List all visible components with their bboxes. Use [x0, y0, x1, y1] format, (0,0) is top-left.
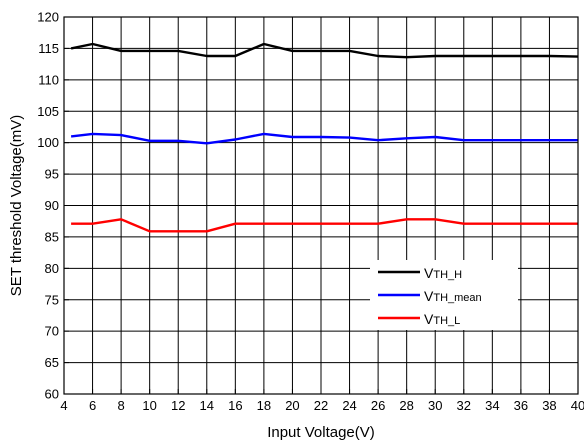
- x-tick-label: 26: [371, 398, 385, 413]
- x-tick-label: 4: [60, 398, 67, 413]
- grid: [64, 17, 578, 394]
- y-tick-label: 100: [37, 135, 59, 150]
- x-tick-label: 30: [428, 398, 442, 413]
- x-tick-label: 20: [285, 398, 299, 413]
- legend-entry: VTH_H: [424, 265, 462, 281]
- axis-ticks: 4 6 8 10 12 14 16 18 20 22 24 26 28 30 32 34 36 38 40 60 65 7…: [37, 10, 584, 414]
- x-axis-label: Input Voltage(V): [267, 424, 375, 441]
- y-tick-label: 90: [45, 198, 59, 213]
- x-tick-label: 22: [314, 398, 328, 413]
- y-tick-label: 95: [45, 167, 59, 182]
- y-tick-label: 110: [38, 72, 59, 87]
- y-tick-label: 80: [45, 261, 59, 276]
- x-tick-label: 16: [228, 398, 242, 413]
- series-line-th-mean: [70, 132, 578, 145]
- x-tick-label: 6: [89, 398, 96, 413]
- series-line-th-l: [71, 218, 578, 233]
- y-tick-label: 60: [45, 387, 59, 402]
- x-tick-label: 28: [399, 398, 413, 413]
- x-tick-label: 36: [514, 398, 528, 413]
- x-tick-label: 24: [342, 398, 356, 413]
- y-tick-label: 120: [37, 10, 59, 25]
- y-tick-label: 75: [45, 292, 59, 307]
- y-tick-label: 65: [45, 355, 59, 370]
- series-lines: [70, 42, 579, 233]
- legend-entry: VTH_L: [424, 311, 460, 327]
- y-tick-label: 105: [37, 104, 59, 119]
- legend: VTH_H VTH_mean VTH_L: [370, 260, 518, 330]
- y-tick-label: 115: [38, 41, 59, 56]
- series-line-th-h: [70, 42, 579, 59]
- x-tick-label: 10: [142, 398, 156, 413]
- x-tick-label: 34: [485, 398, 499, 413]
- x-tick-label: 40: [571, 398, 584, 413]
- legend-entry: VTH_mean: [424, 288, 482, 304]
- x-tick-label: 14: [200, 398, 214, 413]
- x-tick-label: 8: [117, 398, 124, 413]
- y-tick-label: 70: [45, 324, 59, 339]
- x-tick-label: 18: [257, 398, 271, 413]
- x-tick-label: 12: [171, 398, 185, 413]
- y-tick-label: 85: [45, 229, 59, 244]
- y-axis-label: SET threshold Voltage(mV): [8, 115, 25, 296]
- x-tick-label: 32: [457, 398, 471, 413]
- x-tick-label: 38: [542, 398, 556, 413]
